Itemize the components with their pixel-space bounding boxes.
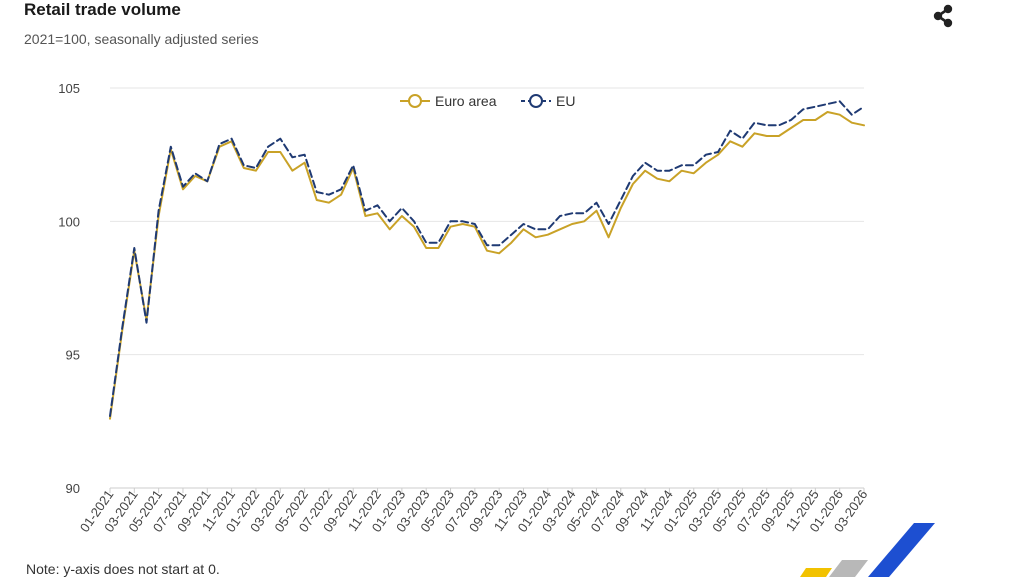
x-axis-ticks: 01-202103-202105-202107-202109-202111-20…	[77, 487, 871, 535]
legend-marker	[529, 94, 543, 108]
y-tick-label: 95	[66, 348, 80, 363]
series-lines	[109, 100, 865, 420]
y-axis-ticks: 90 95 100 105	[58, 81, 80, 496]
gridlines	[110, 87, 864, 489]
eurostat-logo	[796, 518, 946, 577]
legend[interactable]: Euro area EU	[400, 93, 575, 109]
series-line-euro-area[interactable]	[109, 111, 865, 420]
share-icon[interactable]	[928, 2, 958, 30]
legend-item-eu[interactable]: EU	[521, 93, 575, 109]
y-tick-label: 105	[58, 81, 80, 96]
chart-subtitle: 2021=100, seasonally adjusted series	[24, 31, 259, 47]
legend-marker	[408, 94, 422, 108]
chart-title: Retail trade volume	[24, 0, 181, 19]
legend-label: EU	[556, 93, 575, 109]
footnote: Note: y-axis does not start at 0.	[26, 561, 220, 577]
y-tick-label: 90	[66, 481, 80, 496]
series-line-eu[interactable]	[109, 100, 865, 417]
y-tick-label: 100	[58, 214, 80, 229]
legend-item-euro-area[interactable]: Euro area	[400, 93, 497, 109]
legend-label: Euro area	[435, 93, 497, 109]
